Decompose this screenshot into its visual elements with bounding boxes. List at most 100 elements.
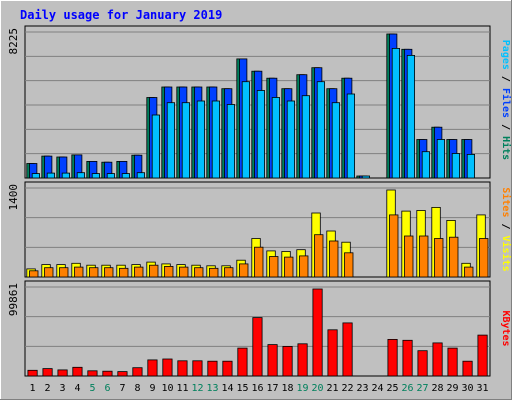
y-max-label: 8225 [7, 28, 20, 55]
bar-kbytes-day-3 [57, 369, 68, 377]
legend-visits_sites: Sites / Visits [500, 187, 512, 271]
bar-sites-day-31 [479, 238, 489, 278]
legend-kbytes: KBytes [500, 310, 511, 346]
x-tick-label-day-3: 3 [59, 383, 65, 394]
panel-visits_sites: 1400 Sites / Visits [7, 181, 512, 278]
bar-sites-day-1 [29, 270, 39, 278]
bar-pages-day-13 [211, 100, 220, 179]
x-tick-label-day-14: 14 [221, 383, 233, 394]
bar-kbytes-day-14 [222, 360, 233, 377]
bar-pages-day-12 [196, 100, 205, 179]
x-tick-label-day-16: 16 [251, 383, 263, 394]
bar-kbytes-day-18 [282, 345, 293, 377]
bar-pages-day-25 [391, 48, 401, 179]
x-tick-label-day-28: 28 [431, 383, 443, 394]
bar-pages-day-22 [346, 93, 356, 179]
x-tick-label-day-8: 8 [134, 383, 140, 394]
bar-pages-day-10 [166, 102, 175, 179]
bar-kbytes-day-12 [192, 360, 203, 377]
bar-sites-day-11 [179, 266, 189, 278]
y-max-label: 1400 [7, 184, 20, 211]
bar-pages-day-7 [121, 173, 130, 179]
bar-kbytes-day-19 [297, 343, 308, 377]
bar-sites-day-13 [209, 267, 219, 278]
x-tick-label-day-20: 20 [311, 383, 323, 394]
legend-hits_files_pages: Pages / Files / Hits [500, 40, 512, 160]
bar-pages-day-11 [181, 102, 190, 179]
bar-pages-day-3 [61, 172, 71, 179]
bar-sites-day-26 [404, 235, 414, 278]
bar-sites-day-21 [329, 240, 339, 278]
bar-kbytes-day-10 [162, 358, 173, 377]
bar-sites-day-17 [269, 256, 279, 278]
x-tick-label-day-29: 29 [446, 383, 458, 394]
bar-kbytes-day-4 [72, 366, 83, 377]
x-tick-label-day-19: 19 [296, 383, 308, 394]
legend-entry: Pages [500, 40, 511, 70]
bar-kbytes-day-9 [147, 359, 158, 377]
x-tick-label-day-23: 23 [356, 383, 368, 394]
bar-pages-day-17 [271, 97, 281, 179]
bar-kbytes-day-1 [27, 369, 38, 377]
bar-kbytes-day-16 [252, 317, 263, 377]
bar-pages-day-14 [226, 104, 235, 179]
x-tick-label-day-1: 1 [29, 383, 35, 394]
legend-entry: Hits [500, 136, 512, 160]
bar-kbytes-day-13 [207, 360, 218, 377]
bar-kbytes-day-31 [477, 334, 488, 377]
bar-kbytes-day-7 [117, 371, 128, 377]
x-tick-label-day-25: 25 [386, 383, 398, 394]
x-tick-label-day-18: 18 [281, 383, 293, 394]
legend-entry: KBytes [500, 310, 511, 346]
bar-sites-day-12 [194, 267, 204, 278]
bar-sites-day-7 [119, 267, 129, 278]
bar-sites-day-25 [389, 214, 399, 278]
bar-pages-day-1 [31, 173, 41, 179]
bar-sites-day-16 [254, 246, 264, 278]
bar-sites-day-20 [314, 234, 324, 278]
bar-sites-day-4 [74, 266, 84, 278]
x-tick-label-day-6: 6 [104, 383, 110, 394]
bar-sites-day-2 [44, 267, 54, 278]
bar-pages-day-29 [451, 153, 461, 179]
bar-pages-day-23 [361, 175, 371, 179]
x-tick-label-day-5: 5 [89, 383, 95, 394]
bar-pages-day-6 [106, 173, 115, 179]
bar-kbytes-day-30 [462, 360, 473, 377]
x-tick-label-day-17: 17 [266, 383, 278, 394]
bar-sites-day-5 [89, 267, 99, 278]
bar-pages-day-4 [76, 172, 85, 179]
bar-kbytes-day-26 [402, 339, 413, 377]
chart-title: Daily usage for January 2019 [20, 8, 222, 22]
legend-entry: Sites [500, 187, 512, 217]
x-tick-label-day-31: 31 [476, 383, 488, 394]
bar-sites-day-29 [449, 236, 459, 278]
legend-entry: Visits [500, 236, 512, 272]
x-tick-label-day-15: 15 [236, 383, 248, 394]
panel-kbytes: 99861 KBytes [7, 280, 511, 377]
x-tick-label-day-21: 21 [326, 383, 338, 394]
bar-kbytes-day-20 [312, 288, 323, 377]
bar-pages-day-30 [466, 153, 476, 179]
x-tick-label-day-4: 4 [74, 383, 80, 394]
bar-kbytes-day-5 [87, 370, 98, 377]
bar-kbytes-day-28 [432, 342, 443, 377]
x-tick-label-day-13: 13 [206, 383, 218, 394]
bar-pages-day-21 [331, 102, 341, 179]
x-tick-label-day-12: 12 [191, 383, 203, 394]
bar-pages-day-20 [316, 81, 326, 179]
x-tick-label-day-22: 22 [341, 383, 353, 394]
bar-sites-day-14 [224, 267, 234, 278]
bar-kbytes-day-21 [327, 329, 338, 377]
x-tick-label-day-24: 24 [371, 383, 383, 394]
bar-kbytes-day-6 [102, 370, 113, 377]
legend-separator: / [500, 118, 511, 136]
bar-kbytes-day-27 [417, 350, 428, 377]
panels-group: 8225 Pages / Files / Hits 1400 Sites / Visi… [7, 25, 512, 377]
bar-kbytes-day-11 [177, 360, 188, 377]
x-axis-labels: 1 2 3 4 5 6 7 8 9 10 11 12 13 14 15 16 17 18 19 20 21 22 23 24 2… [29, 383, 488, 394]
x-tick-label-day-30: 30 [461, 383, 473, 394]
x-tick-label-day-11: 11 [176, 383, 188, 394]
bar-pages-day-15 [241, 81, 250, 179]
bar-pages-day-19 [301, 95, 311, 179]
